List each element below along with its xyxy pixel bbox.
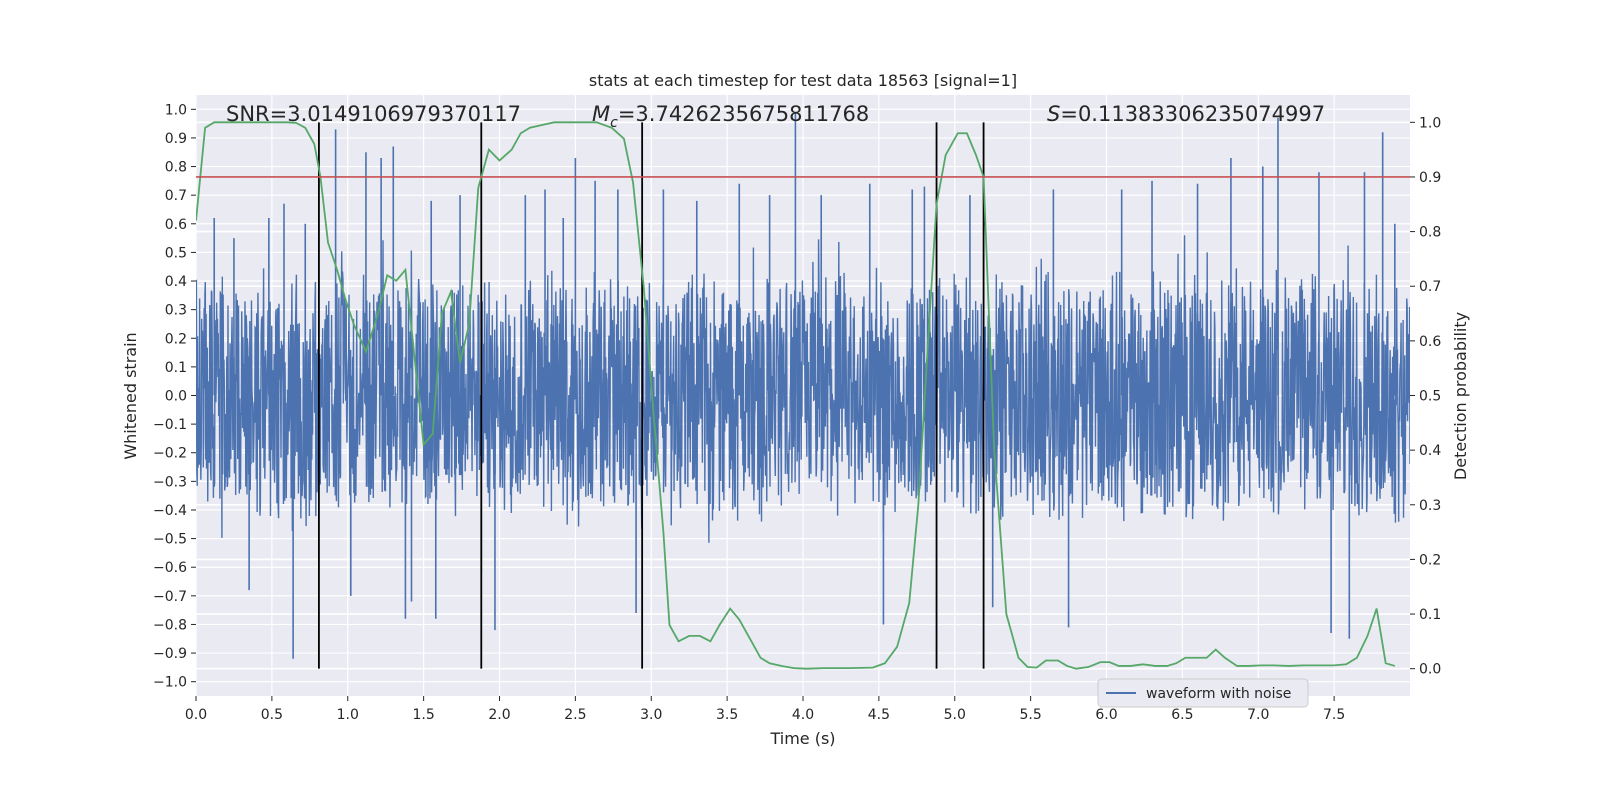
detection-probability-line xyxy=(196,121,1396,670)
x-axis-label: Time (s) xyxy=(769,729,835,748)
x-tick-label: 2.5 xyxy=(564,707,586,723)
s-annotation: S=0.11383306235074997 xyxy=(1047,102,1325,126)
ticks: 0.0 0.5 1.0 1.5 2.0 2.5 3.0 3.5 4.0 4.5 5.0 5.5 6.0 6… xyxy=(153,102,1441,723)
y2-tick-label: 0.1 xyxy=(1419,607,1441,623)
snr-annotation: SNR=3.0149106979370117 xyxy=(226,102,521,126)
mc-subscript: c xyxy=(610,115,618,131)
y2-tick-label: 0.2 xyxy=(1419,552,1441,568)
y-tick-label: −0.1 xyxy=(153,417,187,433)
x-tick-label: 1.5 xyxy=(412,707,434,723)
s-value: =0.11383306235074997 xyxy=(1060,102,1325,126)
x-tick-label: 5.5 xyxy=(1019,707,1041,723)
y-tick-label: 0.1 xyxy=(165,360,187,376)
y-tick-label: 0.6 xyxy=(165,217,187,233)
y-axis-label: Whitened strain xyxy=(121,332,140,459)
s-symbol: S xyxy=(1047,102,1060,126)
x-tick-label: 4.0 xyxy=(792,707,814,723)
y-tick-label: 0.3 xyxy=(165,303,187,319)
y-tick-label: 0.8 xyxy=(165,160,187,176)
legend: waveform with noise xyxy=(1097,678,1309,708)
legend-box xyxy=(1097,678,1309,708)
y2-tick-label: 0.8 xyxy=(1419,225,1441,241)
y-tick-label: 0.5 xyxy=(165,245,187,261)
y-tick-label: 0.2 xyxy=(165,331,187,347)
y-tick-label: −0.2 xyxy=(153,446,187,462)
y-tick-label: −0.6 xyxy=(153,560,187,576)
y-tick-label: −0.4 xyxy=(153,503,187,519)
vertical-markers xyxy=(318,122,985,669)
y-tick-label: −0.5 xyxy=(153,532,187,548)
waveform-with-noise-line xyxy=(196,235,1410,543)
y-tick-label: −0.9 xyxy=(153,646,187,662)
x-tick-label: 5.0 xyxy=(944,707,966,723)
y2-tick-label: 0.7 xyxy=(1419,279,1441,295)
y-tick-label: 0.7 xyxy=(165,188,187,204)
x-tick-label: 6.0 xyxy=(1095,707,1117,723)
x-tick-label: 0.0 xyxy=(185,707,207,723)
x-tick-label: 0.5 xyxy=(261,707,283,723)
y-tick-label: 1.0 xyxy=(165,102,187,118)
x-tick-label: 7.0 xyxy=(1247,707,1269,723)
y2-tick-label: 0.4 xyxy=(1419,443,1441,459)
chart-title: stats at each timestep for test data 185… xyxy=(589,71,1017,90)
y-tick-label: −0.3 xyxy=(153,474,187,490)
chirp-mass-annotation: Mc=3.7426235675811768 xyxy=(592,102,869,131)
x-tick-label: 2.0 xyxy=(488,707,510,723)
y2-tick-label: 0.5 xyxy=(1419,389,1441,405)
y2-tick-label: 1.0 xyxy=(1419,115,1441,131)
x-tick-label: 1.0 xyxy=(337,707,359,723)
x-tick-label: 3.5 xyxy=(716,707,738,723)
y2-axis-label: Detection probability xyxy=(1451,312,1470,480)
waveform-series xyxy=(196,112,1410,659)
y2-tick-label: 0.3 xyxy=(1419,498,1441,514)
y2-tick-label: 0.0 xyxy=(1419,662,1441,678)
y-tick-label: 0.4 xyxy=(165,274,187,290)
legend-label-waveform: waveform with noise xyxy=(1146,686,1291,702)
mc-symbol: M xyxy=(592,102,610,126)
y-tick-label: 0.9 xyxy=(165,131,187,147)
x-tick-label: 7.5 xyxy=(1323,707,1345,723)
y2-tick-label: 0.6 xyxy=(1419,334,1441,350)
y-tick-label: 0.0 xyxy=(165,389,187,405)
y-tick-label: −1.0 xyxy=(153,675,187,691)
x-tick-label: 6.5 xyxy=(1171,707,1193,723)
mc-value: =3.7426235675811768 xyxy=(618,102,869,126)
probability-series xyxy=(196,121,1410,670)
y2-tick-label: 0.9 xyxy=(1419,170,1441,186)
x-tick-label: 4.5 xyxy=(868,707,890,723)
y-tick-label: −0.7 xyxy=(153,589,187,605)
y-tick-label: −0.8 xyxy=(153,617,187,633)
x-tick-label: 3.0 xyxy=(640,707,662,723)
